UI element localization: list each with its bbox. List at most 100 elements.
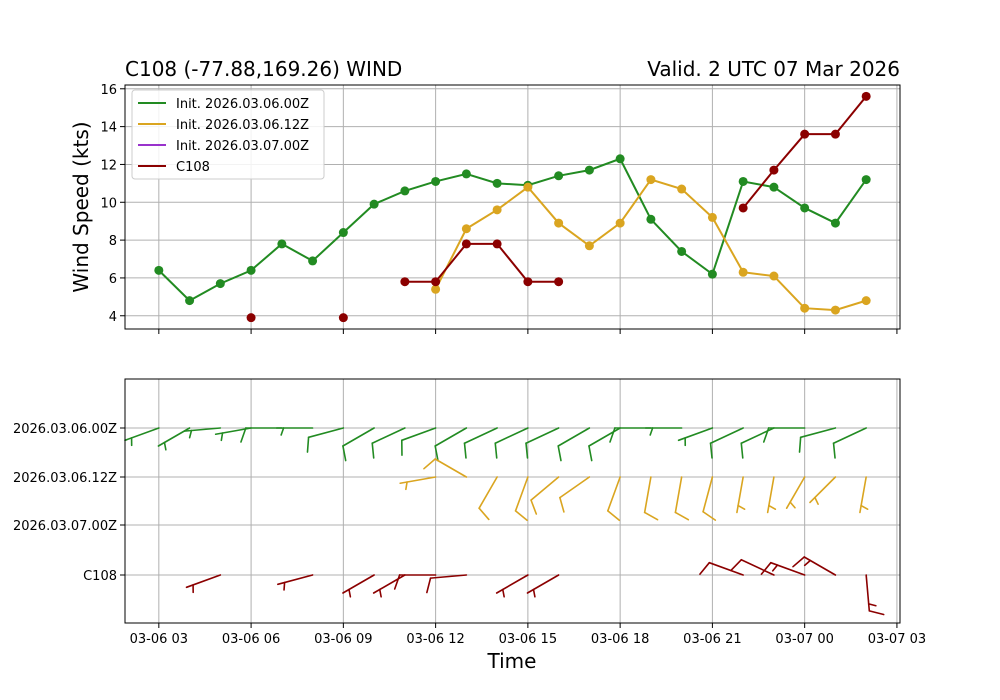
y-tick-label: 6 xyxy=(109,272,117,287)
data-point xyxy=(769,182,779,192)
x-tick-label: 03-06 06 xyxy=(222,632,280,647)
barb-feather xyxy=(348,588,352,598)
barb-feather xyxy=(867,603,877,607)
data-point xyxy=(800,129,810,139)
barb-staff xyxy=(183,427,222,432)
barb-feather xyxy=(702,510,717,521)
barb-staff xyxy=(799,427,837,439)
barb-feather xyxy=(557,445,562,462)
data-point xyxy=(738,176,748,186)
chart-title-left: C108 (-77.88,169.26) WIND xyxy=(125,57,402,81)
x-tick-label: 03-06 15 xyxy=(499,632,557,647)
barb-staff xyxy=(832,427,867,445)
data-point xyxy=(677,246,687,256)
barb-staff xyxy=(478,476,498,509)
barb-staff xyxy=(495,574,529,594)
data-point xyxy=(830,218,840,228)
barb-feather xyxy=(283,581,286,591)
y-tick-label: 10 xyxy=(100,196,117,211)
barb-feather xyxy=(607,510,621,522)
series-line-0 xyxy=(158,157,867,302)
barb-staff xyxy=(865,574,871,612)
barb-staff xyxy=(785,476,806,509)
data-point xyxy=(185,296,195,306)
x-tick-label: 03-07 00 xyxy=(775,632,833,647)
barb-staff xyxy=(514,476,529,512)
barb-staff xyxy=(677,427,714,442)
barb-staff xyxy=(124,427,160,442)
data-point xyxy=(523,277,533,287)
data-point xyxy=(400,186,410,196)
barb-feather xyxy=(699,561,711,575)
barb-feather xyxy=(771,564,779,572)
barb-feather xyxy=(371,442,375,459)
data-point xyxy=(646,214,656,224)
barb-feather xyxy=(730,558,743,572)
legend-label: Init. 2026.03.06.00Z xyxy=(176,97,309,112)
barb-staff xyxy=(643,476,652,514)
barb-feather xyxy=(860,504,869,510)
barb-feather xyxy=(740,442,744,459)
y-tick-label: 8 xyxy=(109,234,117,249)
barb-staff xyxy=(736,476,744,514)
barb-staff xyxy=(803,556,837,576)
barb-feather xyxy=(768,504,777,510)
data-point xyxy=(338,313,348,323)
barb-feather xyxy=(393,574,401,590)
barb-staff xyxy=(859,476,867,514)
data-point xyxy=(615,154,625,164)
data-point xyxy=(338,228,348,238)
barb-feather xyxy=(789,501,796,509)
data-point xyxy=(369,199,379,209)
barb-staff xyxy=(342,427,375,447)
barb-feather xyxy=(306,436,310,453)
data-point xyxy=(738,203,748,213)
barb-feather xyxy=(814,496,819,505)
barb-staff xyxy=(559,476,591,499)
barb-feather xyxy=(674,511,690,521)
data-point xyxy=(277,239,287,249)
legend-label: Init. 2026.03.06.12Z xyxy=(176,118,309,133)
chart-title-right: Valid. 2 UTC 07 Mar 2026 xyxy=(647,57,900,81)
barb-staff xyxy=(399,476,437,485)
barb-feather xyxy=(434,445,439,462)
barb-staff xyxy=(766,476,775,514)
barb-staff xyxy=(307,427,345,439)
barb-feather xyxy=(649,427,654,436)
barb-staff xyxy=(429,574,468,579)
data-point xyxy=(800,203,810,213)
data-point xyxy=(461,169,471,179)
barb-staff xyxy=(434,458,468,478)
data-point xyxy=(461,224,471,234)
barb-staff xyxy=(607,476,621,512)
data-point xyxy=(861,296,871,306)
x-tick-label: 03-06 12 xyxy=(406,632,464,647)
data-point xyxy=(523,182,533,192)
data-point xyxy=(400,277,410,287)
plot-frame-top xyxy=(124,84,901,330)
y-tick-label: 14 xyxy=(100,121,117,136)
barb-feather xyxy=(709,442,713,459)
x-tick-label: 03-07 03 xyxy=(868,632,926,647)
barb-feather xyxy=(240,427,247,443)
barb-feather xyxy=(405,481,408,491)
x-tick-label: 03-06 03 xyxy=(130,632,188,647)
barb-staff xyxy=(494,427,529,445)
data-point xyxy=(308,256,318,266)
row-label: 2026.03.06.12Z xyxy=(13,471,117,486)
data-point xyxy=(646,175,656,185)
plot-frame-bottom xyxy=(124,378,901,624)
barb-feather xyxy=(514,510,528,522)
data-point xyxy=(492,178,502,188)
data-point xyxy=(769,271,779,281)
barb-staff xyxy=(372,574,406,594)
barb-feather xyxy=(803,559,812,567)
legend-label: C108 xyxy=(176,160,210,175)
barb-staff xyxy=(770,561,806,576)
legend-label: Init. 2026.03.07.00Z xyxy=(176,139,309,154)
barb-staff xyxy=(525,427,560,445)
barb-feather xyxy=(792,556,806,568)
barb-staff xyxy=(740,558,775,576)
barb-feather xyxy=(609,427,616,443)
data-point xyxy=(830,129,840,139)
